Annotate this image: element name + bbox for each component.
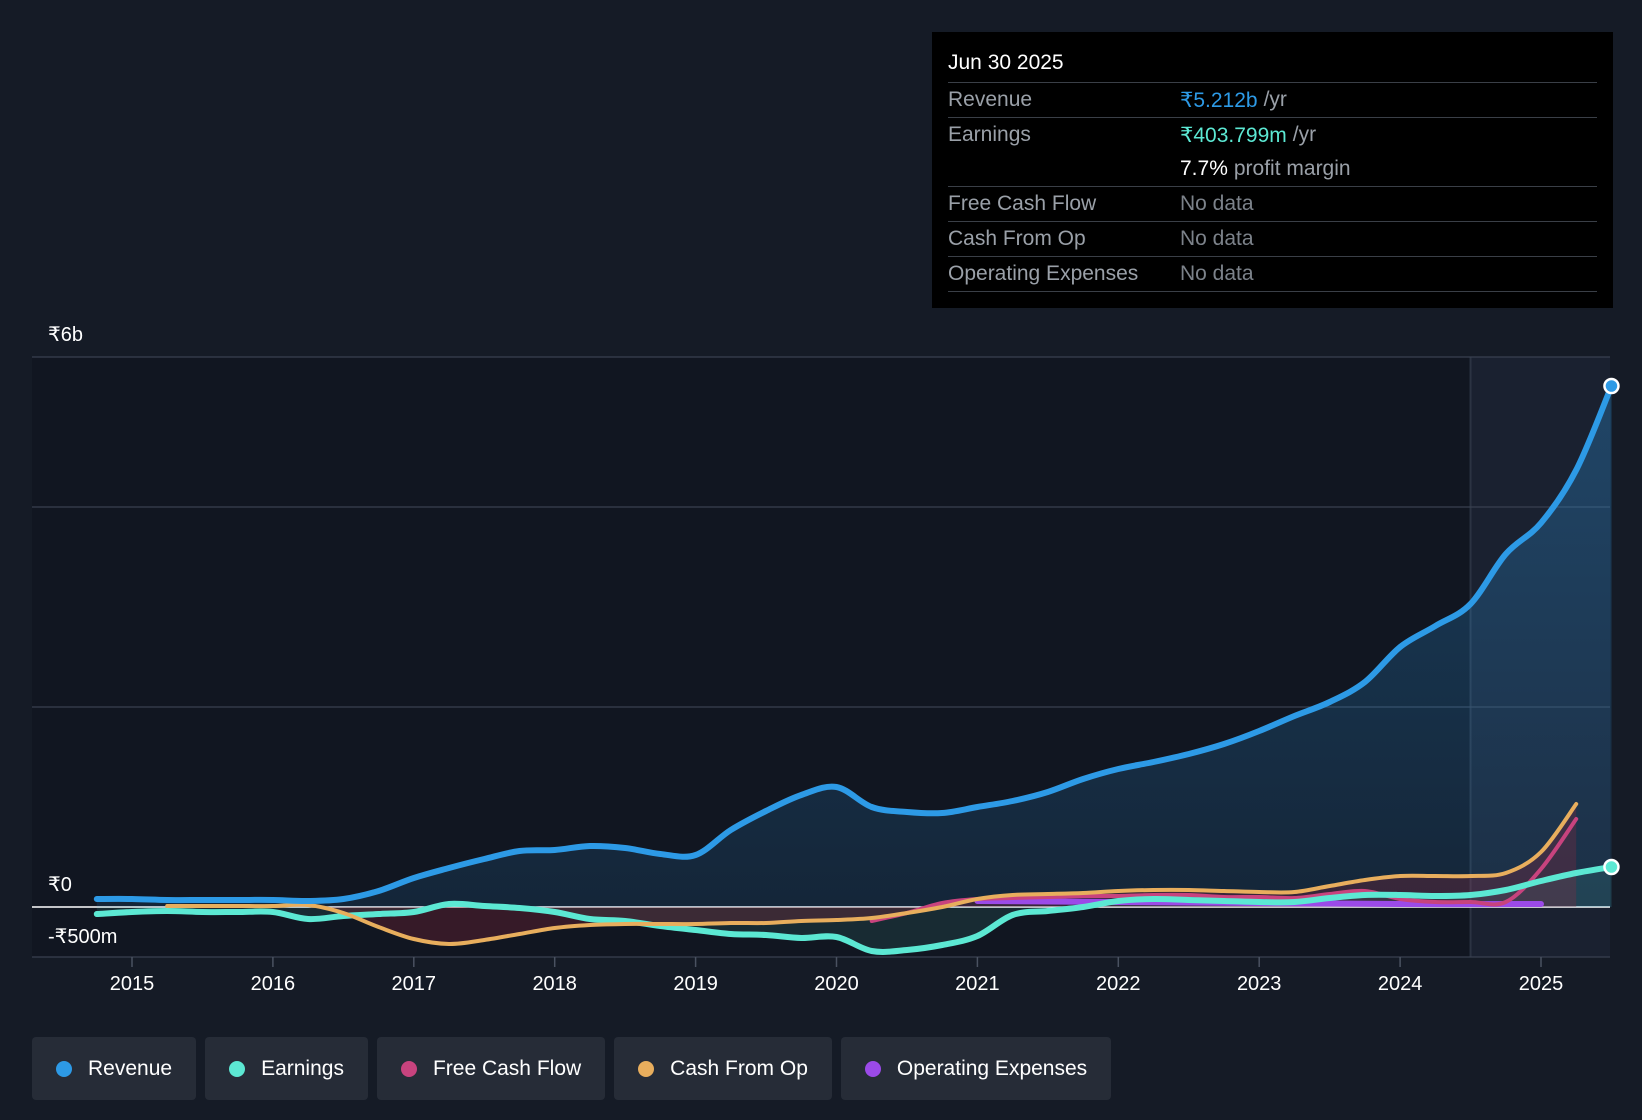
x-tick-label: 2021	[955, 973, 1000, 995]
legend-label-revenue: Revenue	[88, 1056, 173, 1080]
legend-item-revenue[interactable]: Revenue	[32, 1037, 197, 1100]
y-tick-label: ₹6b	[48, 324, 83, 346]
tooltip-value-margin: 7.7%	[1180, 157, 1228, 180]
earnings-area	[96, 867, 1612, 952]
y-tick-label: ₹0	[48, 874, 72, 896]
x-tick-label: 2023	[1237, 973, 1282, 995]
legend-label-cfo: Cash From Op	[670, 1056, 808, 1080]
tooltip-label-opex: Operating Expenses	[948, 262, 1139, 285]
tooltip-value-opex: No data	[1180, 262, 1254, 285]
tooltip-row-margin: 7.7% profit margin	[948, 152, 1597, 187]
tooltip-value-cfo: No data	[1180, 227, 1254, 250]
x-tick-label: 2024	[1378, 973, 1423, 995]
opex-dot-icon	[864, 1060, 881, 1077]
legend-label-fcf: Free Cash Flow	[432, 1056, 582, 1080]
revenue-end-marker	[1603, 377, 1620, 395]
tooltip-value-revenue: ₹5.212b	[1180, 88, 1258, 112]
x-tick-label: 2022	[1096, 973, 1141, 995]
x-tick-label: 2025	[1519, 973, 1564, 995]
tooltip-date: Jun 30 2025	[948, 46, 1597, 83]
tooltip-row-revenue: Revenue ₹5.212b /yr	[948, 83, 1597, 118]
legend-item-cfo[interactable]: Cash From Op	[614, 1037, 832, 1100]
x-tick-label: 2016	[251, 973, 296, 995]
tooltip-row-earnings: Earnings ₹403.799m /yr	[948, 118, 1597, 152]
earnings-end-marker	[1603, 858, 1620, 876]
tooltip-row-cfo: Cash From Op No data	[948, 222, 1597, 257]
x-tick-label: 2015	[110, 973, 155, 995]
legend-item-fcf[interactable]: Free Cash Flow	[376, 1037, 606, 1100]
revenue-line	[93, 383, 1615, 905]
revenue-area	[96, 386, 1612, 907]
tooltip-value-fcf: No data	[1180, 192, 1254, 215]
tooltip-value-earnings: ₹403.799m	[1180, 123, 1287, 147]
x-tick-label: 2020	[814, 973, 859, 995]
tooltip-label-fcf: Free Cash Flow	[948, 192, 1097, 215]
legend-item-earnings[interactable]: Earnings	[205, 1037, 368, 1100]
fcf-dot-icon	[400, 1060, 417, 1077]
legend: Revenue Earnings Free Cash Flow Cash Fro…	[32, 1037, 1120, 1100]
x-tick-label: 2019	[673, 973, 718, 995]
legend-label-opex: Operating Expenses	[896, 1056, 1088, 1080]
tooltip-label-revenue: Revenue	[948, 88, 1033, 111]
tooltip-unit-earnings: /yr	[1292, 123, 1317, 146]
tooltip-row-opex: Operating Expenses No data	[948, 257, 1597, 292]
cfo-line	[165, 802, 1579, 947]
tooltip-label-cfo: Cash From Op	[948, 227, 1086, 250]
tooltip-panel: Jun 30 2025 Revenue ₹5.212b /yr Earnings…	[932, 32, 1613, 308]
legend-item-opex[interactable]: Operating Expenses	[840, 1037, 1112, 1100]
revenue-dot-icon	[56, 1060, 72, 1077]
x-tick-label: 2017	[392, 973, 437, 995]
tooltip-row-fcf: Free Cash Flow No data	[948, 187, 1597, 222]
x-tick-label: 2018	[532, 973, 577, 995]
tooltip-unit-margin: profit margin	[1233, 157, 1351, 180]
tooltip-label-earnings: Earnings	[948, 123, 1031, 146]
y-tick-label: -₹500m	[48, 926, 117, 948]
earnings-dot-icon	[229, 1060, 246, 1077]
cfo-dot-icon	[638, 1060, 655, 1077]
legend-label-earnings: Earnings	[261, 1056, 344, 1080]
tooltip-unit-revenue: /yr	[1263, 88, 1287, 111]
